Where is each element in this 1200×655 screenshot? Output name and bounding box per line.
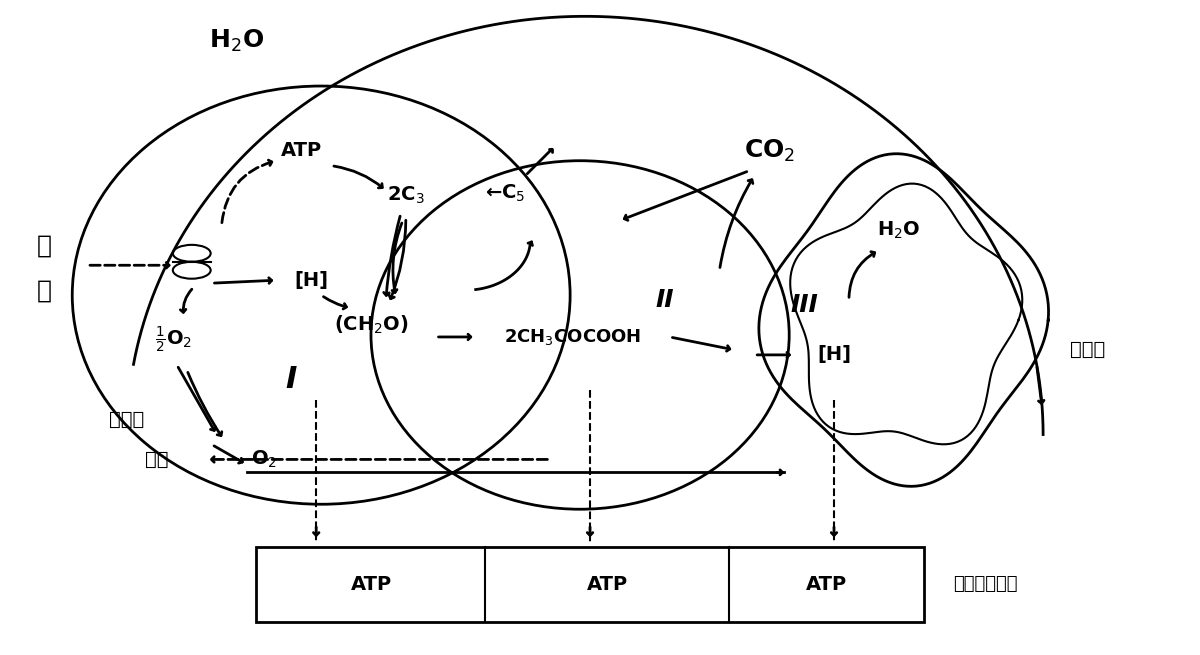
Text: 2CH$_3$COCOOH: 2CH$_3$COCOOH xyxy=(504,327,641,347)
Bar xyxy=(257,547,924,622)
Text: H$_2$O: H$_2$O xyxy=(209,28,264,54)
Text: II: II xyxy=(655,288,674,312)
Text: 线粒体: 线粒体 xyxy=(1070,341,1105,360)
Text: [H]: [H] xyxy=(817,345,851,364)
Text: 能: 能 xyxy=(37,278,52,302)
Text: ←C$_5$: ←C$_5$ xyxy=(485,183,526,204)
Text: ATP: ATP xyxy=(806,575,847,594)
Text: 光: 光 xyxy=(37,233,52,257)
Text: ATP: ATP xyxy=(587,575,628,594)
Text: 2C$_3$: 2C$_3$ xyxy=(388,185,425,206)
Text: H$_2$O: H$_2$O xyxy=(877,220,920,241)
Text: 各项生命活动: 各项生命活动 xyxy=(954,575,1018,593)
Text: CO$_2$: CO$_2$ xyxy=(744,138,794,164)
Text: 热能: 热能 xyxy=(145,450,169,469)
Text: $\frac{1}{2}$O$_2$: $\frac{1}{2}$O$_2$ xyxy=(155,325,192,355)
Text: [H]: [H] xyxy=(294,271,329,290)
Text: 叶绿体: 叶绿体 xyxy=(109,410,145,429)
Text: I: I xyxy=(286,365,298,394)
Text: III: III xyxy=(791,293,818,317)
Text: (CH$_2$O): (CH$_2$O) xyxy=(334,314,408,336)
Text: ATP: ATP xyxy=(350,575,391,594)
Text: ATP: ATP xyxy=(281,141,322,160)
Text: O$_2$: O$_2$ xyxy=(252,449,277,470)
